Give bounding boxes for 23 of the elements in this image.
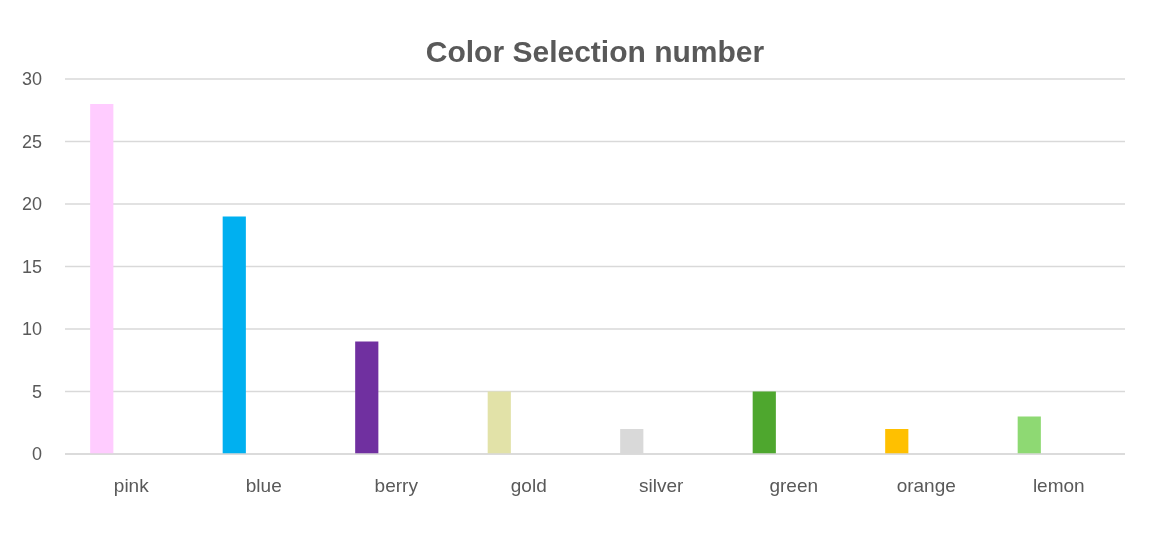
bar: [752, 391, 776, 454]
y-tick-label: 10: [21, 319, 42, 340]
bar: [1017, 416, 1041, 454]
bar: [487, 391, 511, 454]
y-tick-label: 0: [31, 444, 42, 465]
y-tick-label: 5: [31, 381, 42, 402]
bar: [222, 216, 246, 454]
y-tick-label: 30: [21, 69, 42, 90]
bar: [90, 104, 114, 454]
y-tick-label: 20: [21, 194, 42, 215]
bar: [355, 341, 379, 454]
x-tick-label: orange: [896, 475, 956, 496]
x-tick-label: blue: [245, 475, 282, 496]
x-tick-label: lemon: [1032, 475, 1085, 496]
bar: [885, 429, 909, 454]
chart-title: Color Selection number: [425, 35, 765, 68]
x-tick-label: silver: [639, 475, 685, 496]
x-tick-label: green: [769, 475, 819, 496]
x-tick-label: gold: [510, 475, 547, 496]
x-tick-label: berry: [374, 475, 419, 496]
x-tick-label: pink: [113, 475, 150, 496]
y-tick-label: 15: [21, 256, 42, 277]
y-tick-label: 25: [21, 131, 42, 152]
